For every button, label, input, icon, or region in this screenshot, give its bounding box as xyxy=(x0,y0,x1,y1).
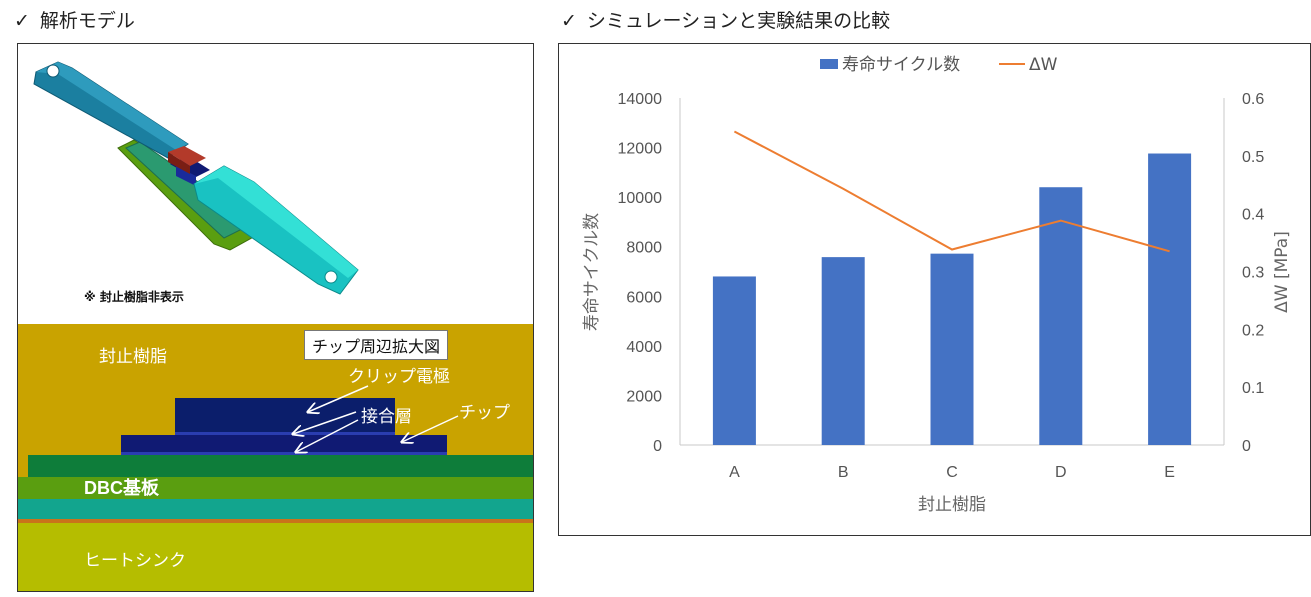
y2-tick-label: 0.3 xyxy=(1242,265,1264,282)
clip-electrode-layer xyxy=(175,398,395,434)
bar-D xyxy=(1039,187,1083,445)
comparison-title: ✓ シミュレーションと実験結果の比較 xyxy=(561,6,890,33)
y-tick-label: 12000 xyxy=(618,141,663,158)
joint-layer-label: 接合層 xyxy=(361,407,412,427)
chip-arrow xyxy=(402,415,459,442)
chip-layer xyxy=(121,435,447,453)
y2-tick-label: 0.1 xyxy=(1242,380,1264,397)
y2-tick-label: 0.2 xyxy=(1242,322,1264,339)
resin-hidden-note: ※ 封止樹脂非表示 xyxy=(84,290,184,304)
callout-arrows xyxy=(18,385,459,591)
x-tick-label: D xyxy=(1055,464,1067,481)
combo-chart: 寿命サイクル数 ΔW 0 2000 4000 6000 8000 10000 12000 14… xyxy=(582,55,1292,515)
joint-layer-lower xyxy=(121,452,447,455)
delta-w-line xyxy=(733,130,1170,253)
joint-layer-upper xyxy=(175,432,395,435)
comparison-chart-panel: 寿命サイクル数 ΔW 0 2000 4000 6000 8000 10000 12000 14… xyxy=(558,43,1311,536)
x-axis-title: 封止樹脂 xyxy=(918,495,986,515)
y-tick-label: 10000 xyxy=(618,190,663,207)
y2-tick-label: 0.5 xyxy=(1242,149,1264,166)
legend-bar-swatch xyxy=(820,59,838,69)
joint-arrow-upper xyxy=(293,411,357,434)
solder-layer xyxy=(18,519,533,523)
dbc-bottom-copper xyxy=(18,499,533,519)
bar-A xyxy=(712,276,756,445)
module-3d-model xyxy=(33,61,359,295)
x-tick-label: A xyxy=(729,464,740,481)
legend-bar-label: 寿命サイクル数 xyxy=(842,55,960,75)
bar-B xyxy=(821,257,865,445)
y-tick-label: 14000 xyxy=(618,91,663,108)
y-tick-label: 4000 xyxy=(626,339,662,356)
lead-frame-right-top xyxy=(194,166,358,278)
dbc-substrate-label: DBC基板 xyxy=(84,478,159,498)
y2-tick-label: 0.6 xyxy=(1242,91,1264,108)
heatsink-label: ヒートシンク xyxy=(84,551,186,571)
y-tick-label: 6000 xyxy=(626,289,662,306)
y-tick-label: 0 xyxy=(653,438,662,455)
y-tick-label: 2000 xyxy=(626,388,662,405)
y2-tick-label: 0.4 xyxy=(1242,207,1264,224)
x-tick-label: B xyxy=(838,464,849,481)
lead-frame-left-top xyxy=(36,62,188,150)
chip-cross-section: 封止樹脂 チップ周辺拡大図 クリップ電極 接合層 チップ DBC基板 ヒートシン… xyxy=(18,324,533,591)
zoom-view-label: チップ周辺拡大図 xyxy=(304,330,449,360)
y2-tick-label: 0 xyxy=(1242,438,1251,455)
legend-line-label: ΔW xyxy=(1029,55,1058,75)
x-tick-label: C xyxy=(946,464,958,481)
y-tick-label: 8000 xyxy=(626,240,662,257)
mounting-hole-right xyxy=(324,270,338,284)
dbc-ceramic xyxy=(18,477,533,499)
mounting-hole-left xyxy=(46,64,60,78)
lead-frame-right xyxy=(193,165,359,295)
comparison-title-text: シミュレーションと実験結果の比較 xyxy=(586,10,891,32)
clip-electrode-3d-side xyxy=(168,152,190,174)
chart-legend: 寿命サイクル数 ΔW xyxy=(820,55,1058,75)
y-axis-title: 寿命サイクル数 xyxy=(582,213,602,331)
analysis-model-title: ✓ 解析モデル xyxy=(14,6,135,33)
lead-frame-left xyxy=(33,61,189,159)
heatsink-layer xyxy=(18,523,533,591)
bar-E xyxy=(1148,153,1192,445)
dbc-top-copper xyxy=(28,455,533,477)
chip-label: チップ xyxy=(459,403,510,423)
clip-electrode-label: クリップ電極 xyxy=(348,367,450,387)
resin-label: 封止樹脂 xyxy=(99,347,167,367)
joint-arrow-lower xyxy=(296,419,359,452)
analysis-model-panel: ※ 封止樹脂非表示 封止樹脂 チップ周辺拡大図 クリップ電極 接合層 チップ D… xyxy=(17,43,534,592)
check-icon: ✓ xyxy=(561,10,577,32)
y2-axis-title: ΔW [MPa] xyxy=(1272,231,1292,313)
check-icon: ✓ xyxy=(14,10,30,32)
x-tick-label: E xyxy=(1164,464,1175,481)
clip-electrode-3d xyxy=(168,146,206,166)
analysis-model-title-text: 解析モデル xyxy=(39,10,135,32)
bar-C xyxy=(930,253,974,445)
clip-arrow xyxy=(308,385,369,412)
chip-3d-side xyxy=(176,166,196,186)
